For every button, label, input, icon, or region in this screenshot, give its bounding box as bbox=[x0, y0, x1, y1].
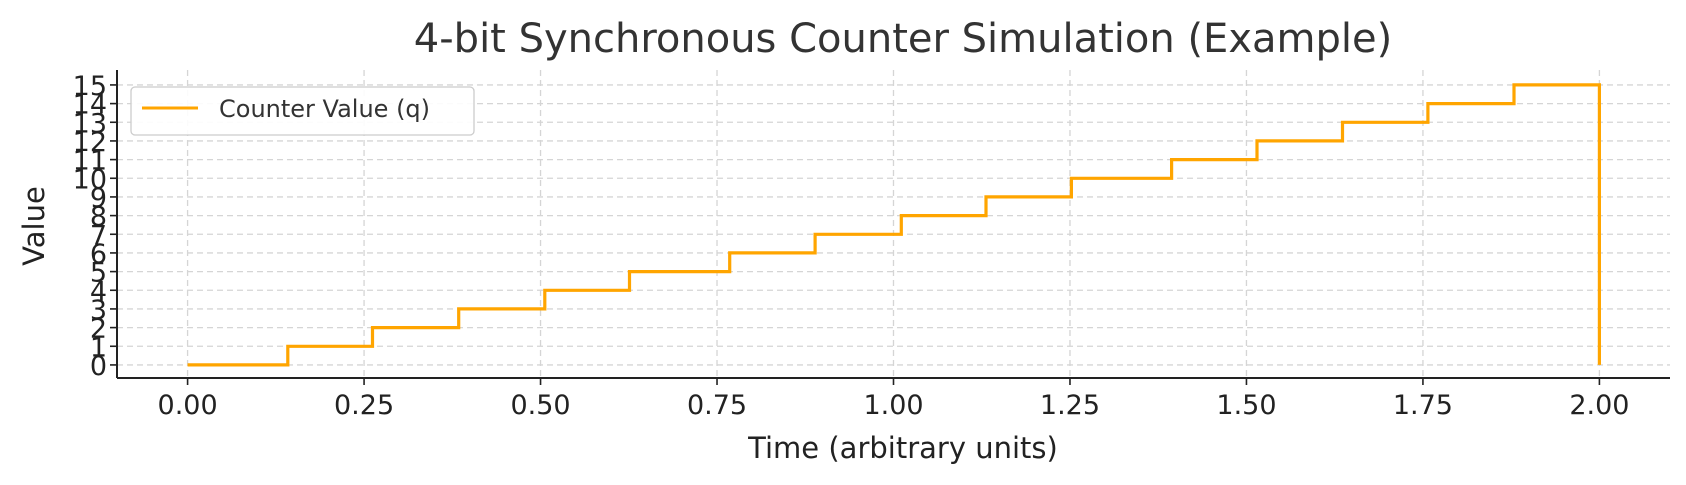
series-line-0 bbox=[187, 83, 1601, 367]
x-tick-label-6: 1.50 bbox=[1216, 390, 1276, 421]
y-tick-label-10: 10 bbox=[73, 164, 107, 195]
x-tick-label-2: 0.50 bbox=[510, 390, 570, 421]
x-tick-label-3: 0.75 bbox=[687, 390, 747, 421]
y-tick-label-9: 9 bbox=[90, 183, 107, 214]
x-axis-ticks: 0.00 0.25 0.50 0.75 1.00 1.25 1.50 1.75 2.00 bbox=[158, 378, 1629, 421]
series-layer bbox=[187, 83, 1601, 367]
y-tick-label-6: 6 bbox=[90, 239, 107, 270]
legend-box bbox=[130, 86, 475, 136]
y-tick-label-1: 1 bbox=[90, 332, 107, 363]
y-tick-label-15: 15 bbox=[73, 71, 107, 102]
y-axis-label: Value bbox=[17, 186, 51, 266]
grid bbox=[117, 70, 1670, 378]
y-tick-label-14: 14 bbox=[73, 90, 107, 121]
y-tick-label-7: 7 bbox=[90, 220, 107, 251]
x-tick-label-7: 1.75 bbox=[1393, 390, 1453, 421]
y-tick-label-3: 3 bbox=[90, 295, 107, 326]
legend-label: Counter Value (q) bbox=[219, 95, 430, 123]
x-tick-label-4: 1.00 bbox=[863, 390, 923, 421]
y-tick-label-0: 0 bbox=[90, 351, 107, 382]
y-tick-label-4: 4 bbox=[90, 276, 107, 307]
x-tick-label-1: 0.25 bbox=[334, 390, 394, 421]
y-tick-label-13: 13 bbox=[73, 108, 107, 139]
x-tick-label-8: 2.00 bbox=[1569, 390, 1629, 421]
y-tick-label-12: 12 bbox=[73, 127, 107, 158]
y-tick-label-11: 11 bbox=[73, 146, 107, 177]
legend: Counter Value (q) bbox=[130, 86, 475, 136]
x-axis-label: Time (arbitrary units) bbox=[747, 431, 1058, 465]
y-tick-label-5: 5 bbox=[90, 258, 107, 289]
x-tick-label-5: 1.25 bbox=[1040, 390, 1100, 421]
x-tick-label-0: 0.00 bbox=[158, 390, 218, 421]
y-tick-label-2: 2 bbox=[90, 314, 107, 345]
chart-title: 4-bit Synchronous Counter Simulation (Ex… bbox=[414, 16, 1392, 62]
y-tick-label-8: 8 bbox=[90, 202, 107, 233]
